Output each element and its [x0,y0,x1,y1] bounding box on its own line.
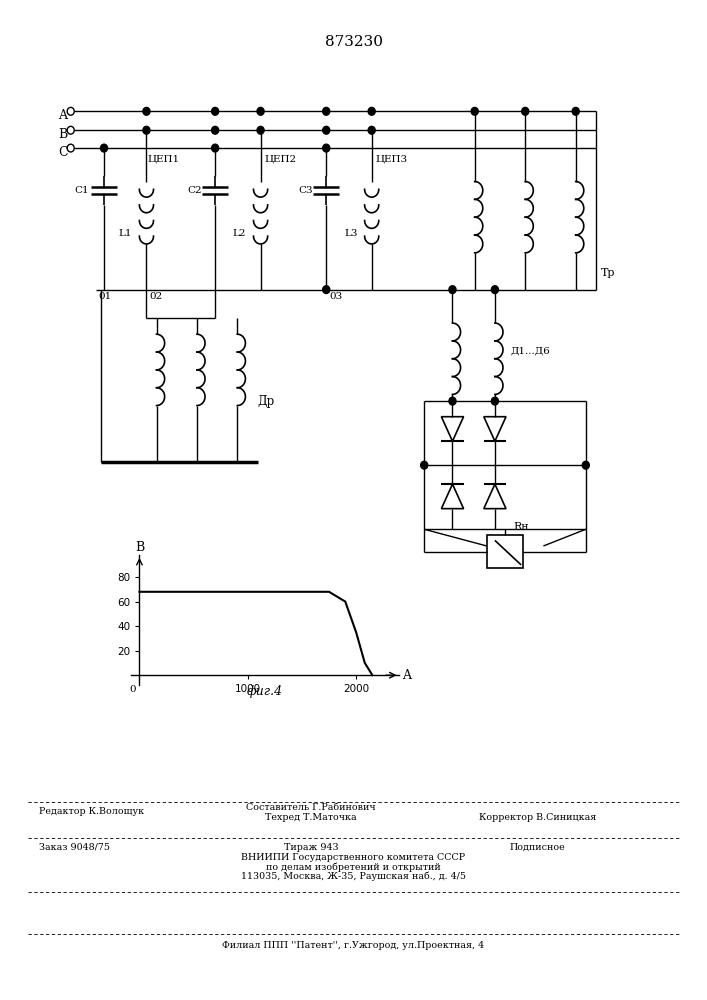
Text: C3: C3 [298,186,313,195]
Text: Заказ 9048/75: Заказ 9048/75 [39,842,110,852]
Text: Корректор В.Синицкая: Корректор В.Синицкая [479,814,596,822]
Text: 0: 0 [129,685,136,694]
Circle shape [491,286,498,294]
Text: C2: C2 [187,186,202,195]
Circle shape [583,461,590,469]
Circle shape [491,397,498,405]
Text: 113035, Москва, Ж-35, Раушская наб., д. 4/5: 113035, Москва, Ж-35, Раушская наб., д. … [241,871,466,881]
Text: 873230: 873230 [325,35,382,49]
Circle shape [522,107,529,115]
Text: Тираж 943: Тираж 943 [284,842,339,852]
Circle shape [368,126,375,134]
Circle shape [143,126,150,134]
Circle shape [421,461,428,469]
Text: ЦЕП3: ЦЕП3 [376,154,408,163]
Circle shape [211,126,218,134]
Text: Тр: Тр [601,268,616,278]
Circle shape [322,286,329,294]
Text: Д1...Д6: Д1...Д6 [510,346,550,355]
Text: Составитель Г.Рабинович: Составитель Г.Рабинович [246,804,376,812]
Circle shape [257,126,264,134]
Text: по делам изобретений и открытий: по делам изобретений и открытий [266,862,441,872]
Text: ЦЕП1: ЦЕП1 [148,154,180,163]
Circle shape [572,107,579,115]
Text: Редактор К.Волощук: Редактор К.Волощук [39,808,144,816]
Circle shape [100,144,107,152]
Circle shape [257,107,264,115]
Circle shape [143,107,150,115]
Bar [487,535,523,568]
Circle shape [471,107,478,115]
Text: фиг.3: фиг.3 [264,558,301,571]
Text: L1: L1 [119,229,132,238]
Text: ЦЕП2: ЦЕП2 [264,154,297,163]
Text: фиг.4: фиг.4 [247,685,284,698]
Text: B: B [58,128,67,141]
Text: 02: 02 [149,292,163,301]
Text: C1: C1 [74,186,89,195]
Text: Др: Др [257,395,275,408]
Text: Филиал ППП ''Патент'', г.Ужгород, ул.Проектная, 4: Филиал ППП ''Патент'', г.Ужгород, ул.Про… [223,940,484,950]
Circle shape [449,397,456,405]
Circle shape [449,286,456,294]
Text: 03: 03 [329,292,342,301]
Text: ВНИИПИ Государственного комитета СССР: ВНИИПИ Государственного комитета СССР [241,854,466,862]
Text: 01: 01 [98,292,111,301]
Text: Техред Т.Маточка: Техред Т.Маточка [265,814,357,822]
Text: L2: L2 [233,229,247,238]
Circle shape [322,107,329,115]
Text: Подписное: Подписное [510,842,565,852]
Text: A: A [58,109,67,122]
Text: Rн: Rн [513,521,529,531]
Text: A: A [402,669,411,682]
Text: L3: L3 [344,229,358,238]
Circle shape [322,126,329,134]
Text: C: C [58,146,67,159]
Circle shape [368,107,375,115]
Circle shape [322,144,329,152]
Circle shape [211,144,218,152]
Text: B: B [135,541,144,554]
Circle shape [211,107,218,115]
